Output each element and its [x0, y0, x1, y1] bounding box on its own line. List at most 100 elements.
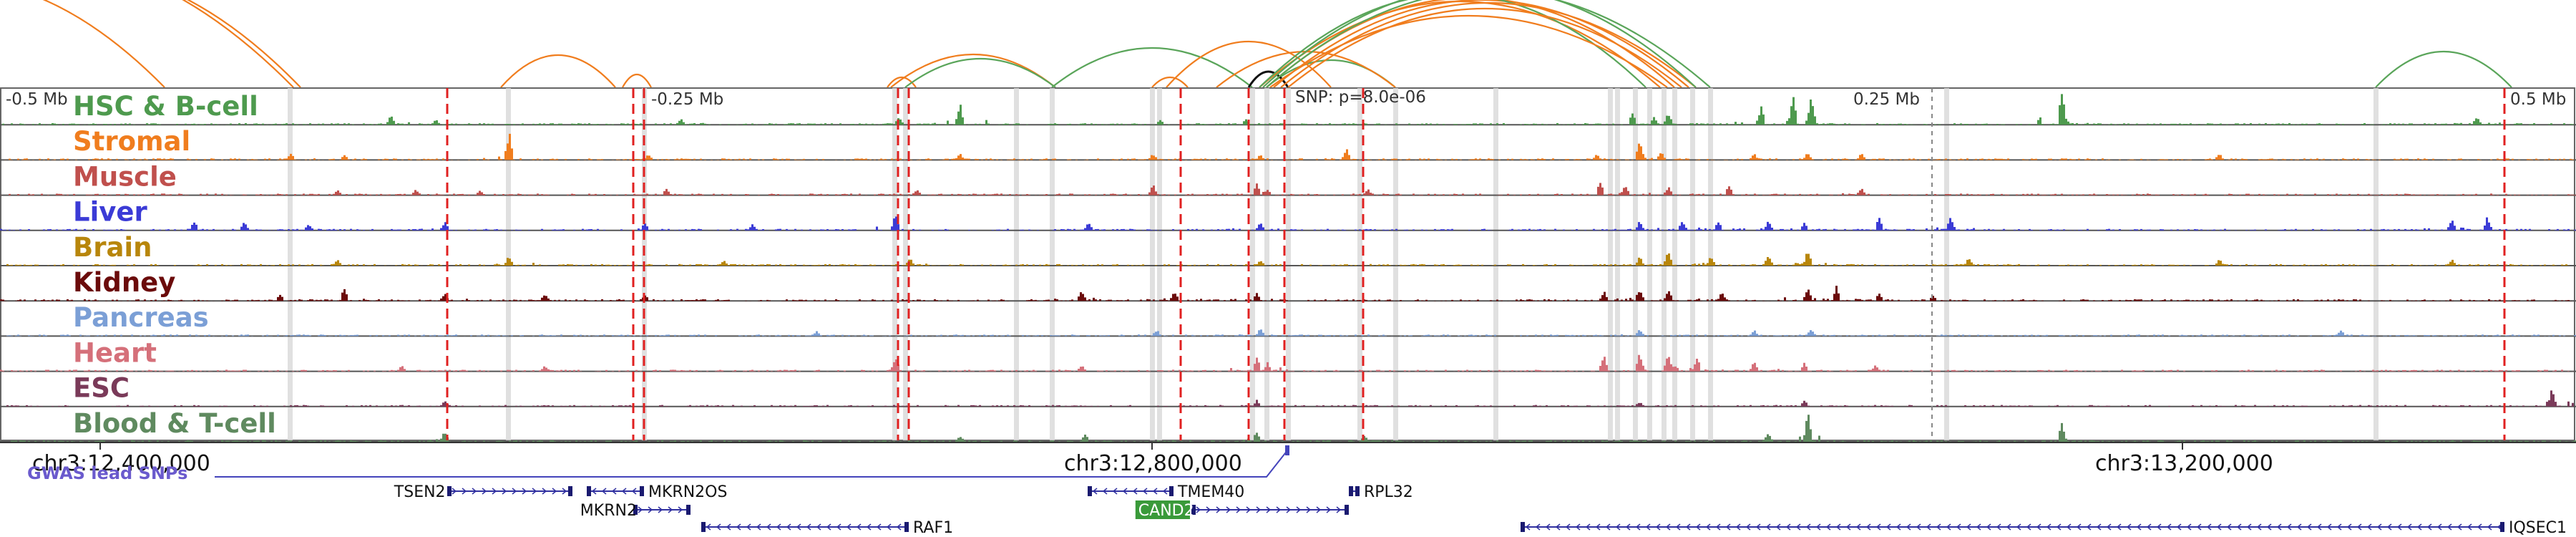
- gene-strand-chevron: [1246, 506, 1252, 513]
- gene-strand-chevron: [2006, 523, 2011, 531]
- gene-strand-chevron: [621, 488, 627, 495]
- loop-arc: [1151, 77, 1189, 88]
- track-labels: HSC & B-cell Stromal Muscle Liver Brain Kidne…: [73, 91, 276, 439]
- gene-strand-chevron: [1875, 523, 1881, 531]
- gene-strand-chevron: [2266, 523, 2272, 531]
- highlight-band: [903, 88, 908, 440]
- track-label: Stromal: [73, 126, 190, 157]
- loop-arc: [1247, 70, 1289, 88]
- gene-exon: [640, 486, 644, 496]
- gene-exon: [1521, 522, 1525, 532]
- gene-strand-chevron: [668, 506, 673, 513]
- gene-strand-chevron: [1735, 523, 1741, 531]
- loop-arc: [1262, 0, 1697, 88]
- gene-strand-chevron: [2487, 523, 2492, 531]
- gene-strand-chevron: [1326, 506, 1332, 513]
- gene-strand-chevron: [2336, 523, 2342, 531]
- gene-strand-chevron: [886, 523, 892, 531]
- gene-strand-chevron: [1266, 506, 1272, 513]
- gene-exon: [2500, 522, 2504, 532]
- gene-label: RAF1: [913, 519, 953, 537]
- highlight-band: [1633, 88, 1638, 440]
- loop-arc: [1273, 0, 1689, 88]
- gene-strand-chevron: [2396, 523, 2402, 531]
- gene-strand-chevron: [658, 506, 663, 513]
- gene-label: IQSEC1: [2509, 519, 2567, 537]
- gene-strand-chevron: [1966, 523, 1971, 531]
- gene-strand-chevron: [1785, 523, 1791, 531]
- gene-strand-chevron: [678, 506, 683, 513]
- gene-strand-chevron: [1102, 488, 1108, 495]
- signal-hsc-b-cell: [0, 94, 2576, 125]
- coord-label-left: chr3:12,400,000: [32, 451, 210, 476]
- gene-strand-chevron: [736, 523, 741, 531]
- loop-arc: [1269, 14, 1668, 88]
- gene-strand-chevron: [502, 488, 507, 495]
- gene-exon: [904, 522, 909, 532]
- loop-arc: [1051, 47, 1253, 88]
- gene-strand-chevron: [2046, 523, 2051, 531]
- loop-arc: [500, 54, 616, 88]
- gene-strand-chevron: [452, 488, 457, 495]
- scale-label-quarter-left: -0.25 Mb: [651, 90, 723, 109]
- gene-strand-chevron: [1316, 506, 1322, 513]
- gene-strand-chevron: [1805, 523, 1811, 531]
- gene-strand-chevron: [1916, 523, 1921, 531]
- gene-strand-chevron: [1665, 523, 1671, 531]
- gene-strand-chevron: [2366, 523, 2372, 531]
- gene-strand-chevron: [2036, 523, 2041, 531]
- gene-label: TMEM40: [1177, 483, 1244, 501]
- gene-strand-chevron: [1936, 523, 1941, 531]
- gene-strand-chevron: [1585, 523, 1591, 531]
- loop-arc: [1287, 7, 1682, 88]
- gene-label: MKRN2: [580, 502, 637, 520]
- gene-strand-chevron: [1122, 488, 1128, 495]
- chromatin-loop-arcs: [42, 0, 2512, 88]
- gene-strand-chevron: [1625, 523, 1631, 531]
- gene-strand-chevron: [2216, 523, 2222, 531]
- gene-strand-chevron: [746, 523, 751, 531]
- gene-label: RPL32: [1364, 483, 1413, 501]
- gene-strand-chevron: [1745, 523, 1751, 531]
- highlight-band: [1608, 88, 1613, 440]
- gene-strand-chevron: [716, 523, 721, 531]
- gene-strand-chevron: [2086, 523, 2092, 531]
- gene-strand-chevron: [1996, 523, 2001, 531]
- gene-strand-chevron: [542, 488, 547, 495]
- gene-strand-chevron: [896, 523, 902, 531]
- highlight-band: [1157, 88, 1162, 440]
- gene-strand-chevron: [2076, 523, 2082, 531]
- gene-strand-chevron: [2406, 523, 2412, 531]
- gene-strand-chevron: [836, 523, 841, 531]
- gene-strand-chevron: [776, 523, 781, 531]
- gene-strand-chevron: [1296, 506, 1302, 513]
- highlight-band: [288, 88, 293, 440]
- gene-strand-chevron: [1575, 523, 1581, 531]
- gene-strand-chevron: [706, 523, 711, 531]
- gene-strand-chevron: [1196, 506, 1201, 513]
- gene-strand-chevron: [2386, 523, 2392, 531]
- gene-strand-chevron: [786, 523, 791, 531]
- highlight-band: [1286, 88, 1291, 440]
- gene-strand-chevron: [2066, 523, 2072, 531]
- loop-arc: [1266, 0, 1675, 88]
- track-label: HSC & B-cell: [73, 91, 258, 122]
- gene-strand-chevron: [2166, 523, 2172, 531]
- gene-strand-chevron: [2176, 523, 2182, 531]
- signal-liver: [0, 216, 2576, 231]
- gene-strand-chevron: [1956, 523, 1961, 531]
- highlight-band: [1250, 88, 1255, 440]
- gene-strand-chevron: [2016, 523, 2021, 531]
- gene-strand-chevron: [856, 523, 862, 531]
- gene-strand-chevron: [631, 488, 637, 495]
- gene-strand-chevron: [806, 523, 811, 531]
- gene-strand-chevron: [1525, 523, 1531, 531]
- gene-strand-chevron: [512, 488, 517, 495]
- highlight-band: [1357, 88, 1362, 440]
- gene-strand-chevron: [2026, 523, 2031, 531]
- gene-strand-chevron: [1725, 523, 1731, 531]
- gene-strand-chevron: [1605, 523, 1611, 531]
- signal-blood-t-cell: [0, 415, 2576, 442]
- gene-strand-chevron: [1825, 523, 1831, 531]
- gene-strand-chevron: [2346, 523, 2352, 531]
